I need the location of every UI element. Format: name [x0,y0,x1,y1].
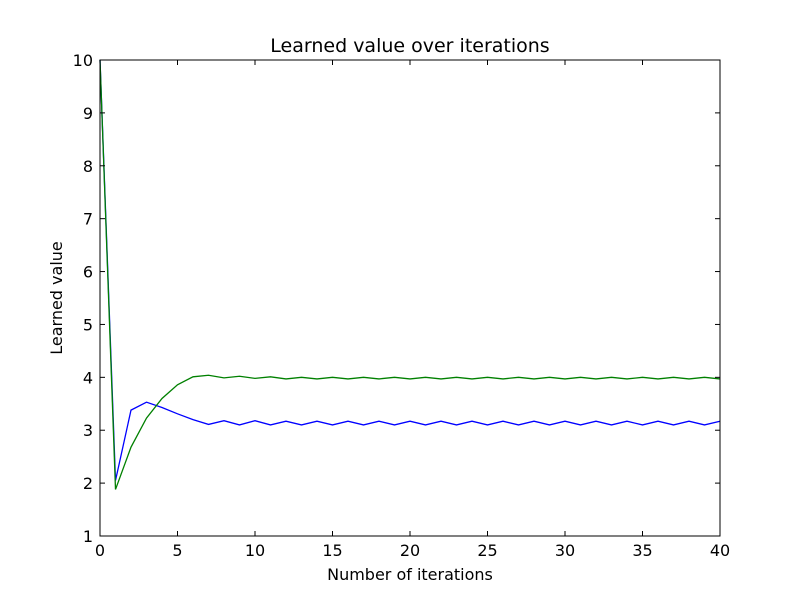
chart-title: Learned value over iterations [270,35,549,57]
y-tick-label: 6 [83,263,93,282]
y-tick-label: 7 [83,210,93,229]
ticks-layer: 0 5 10 15 20 25 30 35 40 1 2 3 4 5 6 7 8 9 10 [73,51,731,560]
x-tick-label: 15 [322,541,342,560]
x-tick-label: 25 [477,541,497,560]
plot-frame [99,59,721,537]
x-tick-label: 30 [555,541,575,560]
y-tick-label: 1 [83,527,93,546]
y-axis-label: Learned value [47,241,66,355]
y-tick-label: 3 [83,421,93,440]
x-tick-label: 20 [400,541,420,560]
x-tick-label: 40 [710,541,730,560]
y-tick-label: 5 [83,315,93,334]
x-tick-label: 10 [245,541,265,560]
y-tick-label: 9 [83,104,93,123]
y-tick-label: 10 [73,51,93,70]
series-line-2 [99,59,721,490]
y-tick-label: 8 [83,157,93,176]
x-axis-label: Number of iterations [327,565,493,584]
x-tick-label: 0 [95,541,105,560]
y-tick-label: 2 [83,474,93,493]
y-tick-label: 4 [83,368,93,387]
series-line-1 [99,59,721,481]
x-tick-label: 35 [632,541,652,560]
x-tick-label: 5 [172,541,182,560]
series-layer [99,59,721,490]
